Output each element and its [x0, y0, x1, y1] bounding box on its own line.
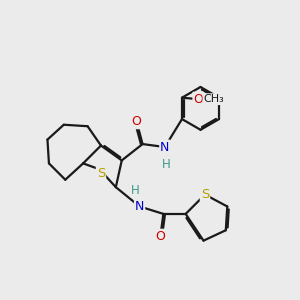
Text: H: H	[131, 184, 140, 196]
Text: H: H	[162, 158, 171, 171]
Text: O: O	[194, 93, 203, 106]
Text: N: N	[160, 140, 170, 154]
Text: N: N	[135, 200, 144, 213]
Text: S: S	[97, 167, 105, 180]
Text: S: S	[201, 188, 209, 201]
Text: O: O	[132, 115, 142, 128]
Text: CH₃: CH₃	[203, 94, 224, 104]
Text: O: O	[155, 230, 165, 243]
